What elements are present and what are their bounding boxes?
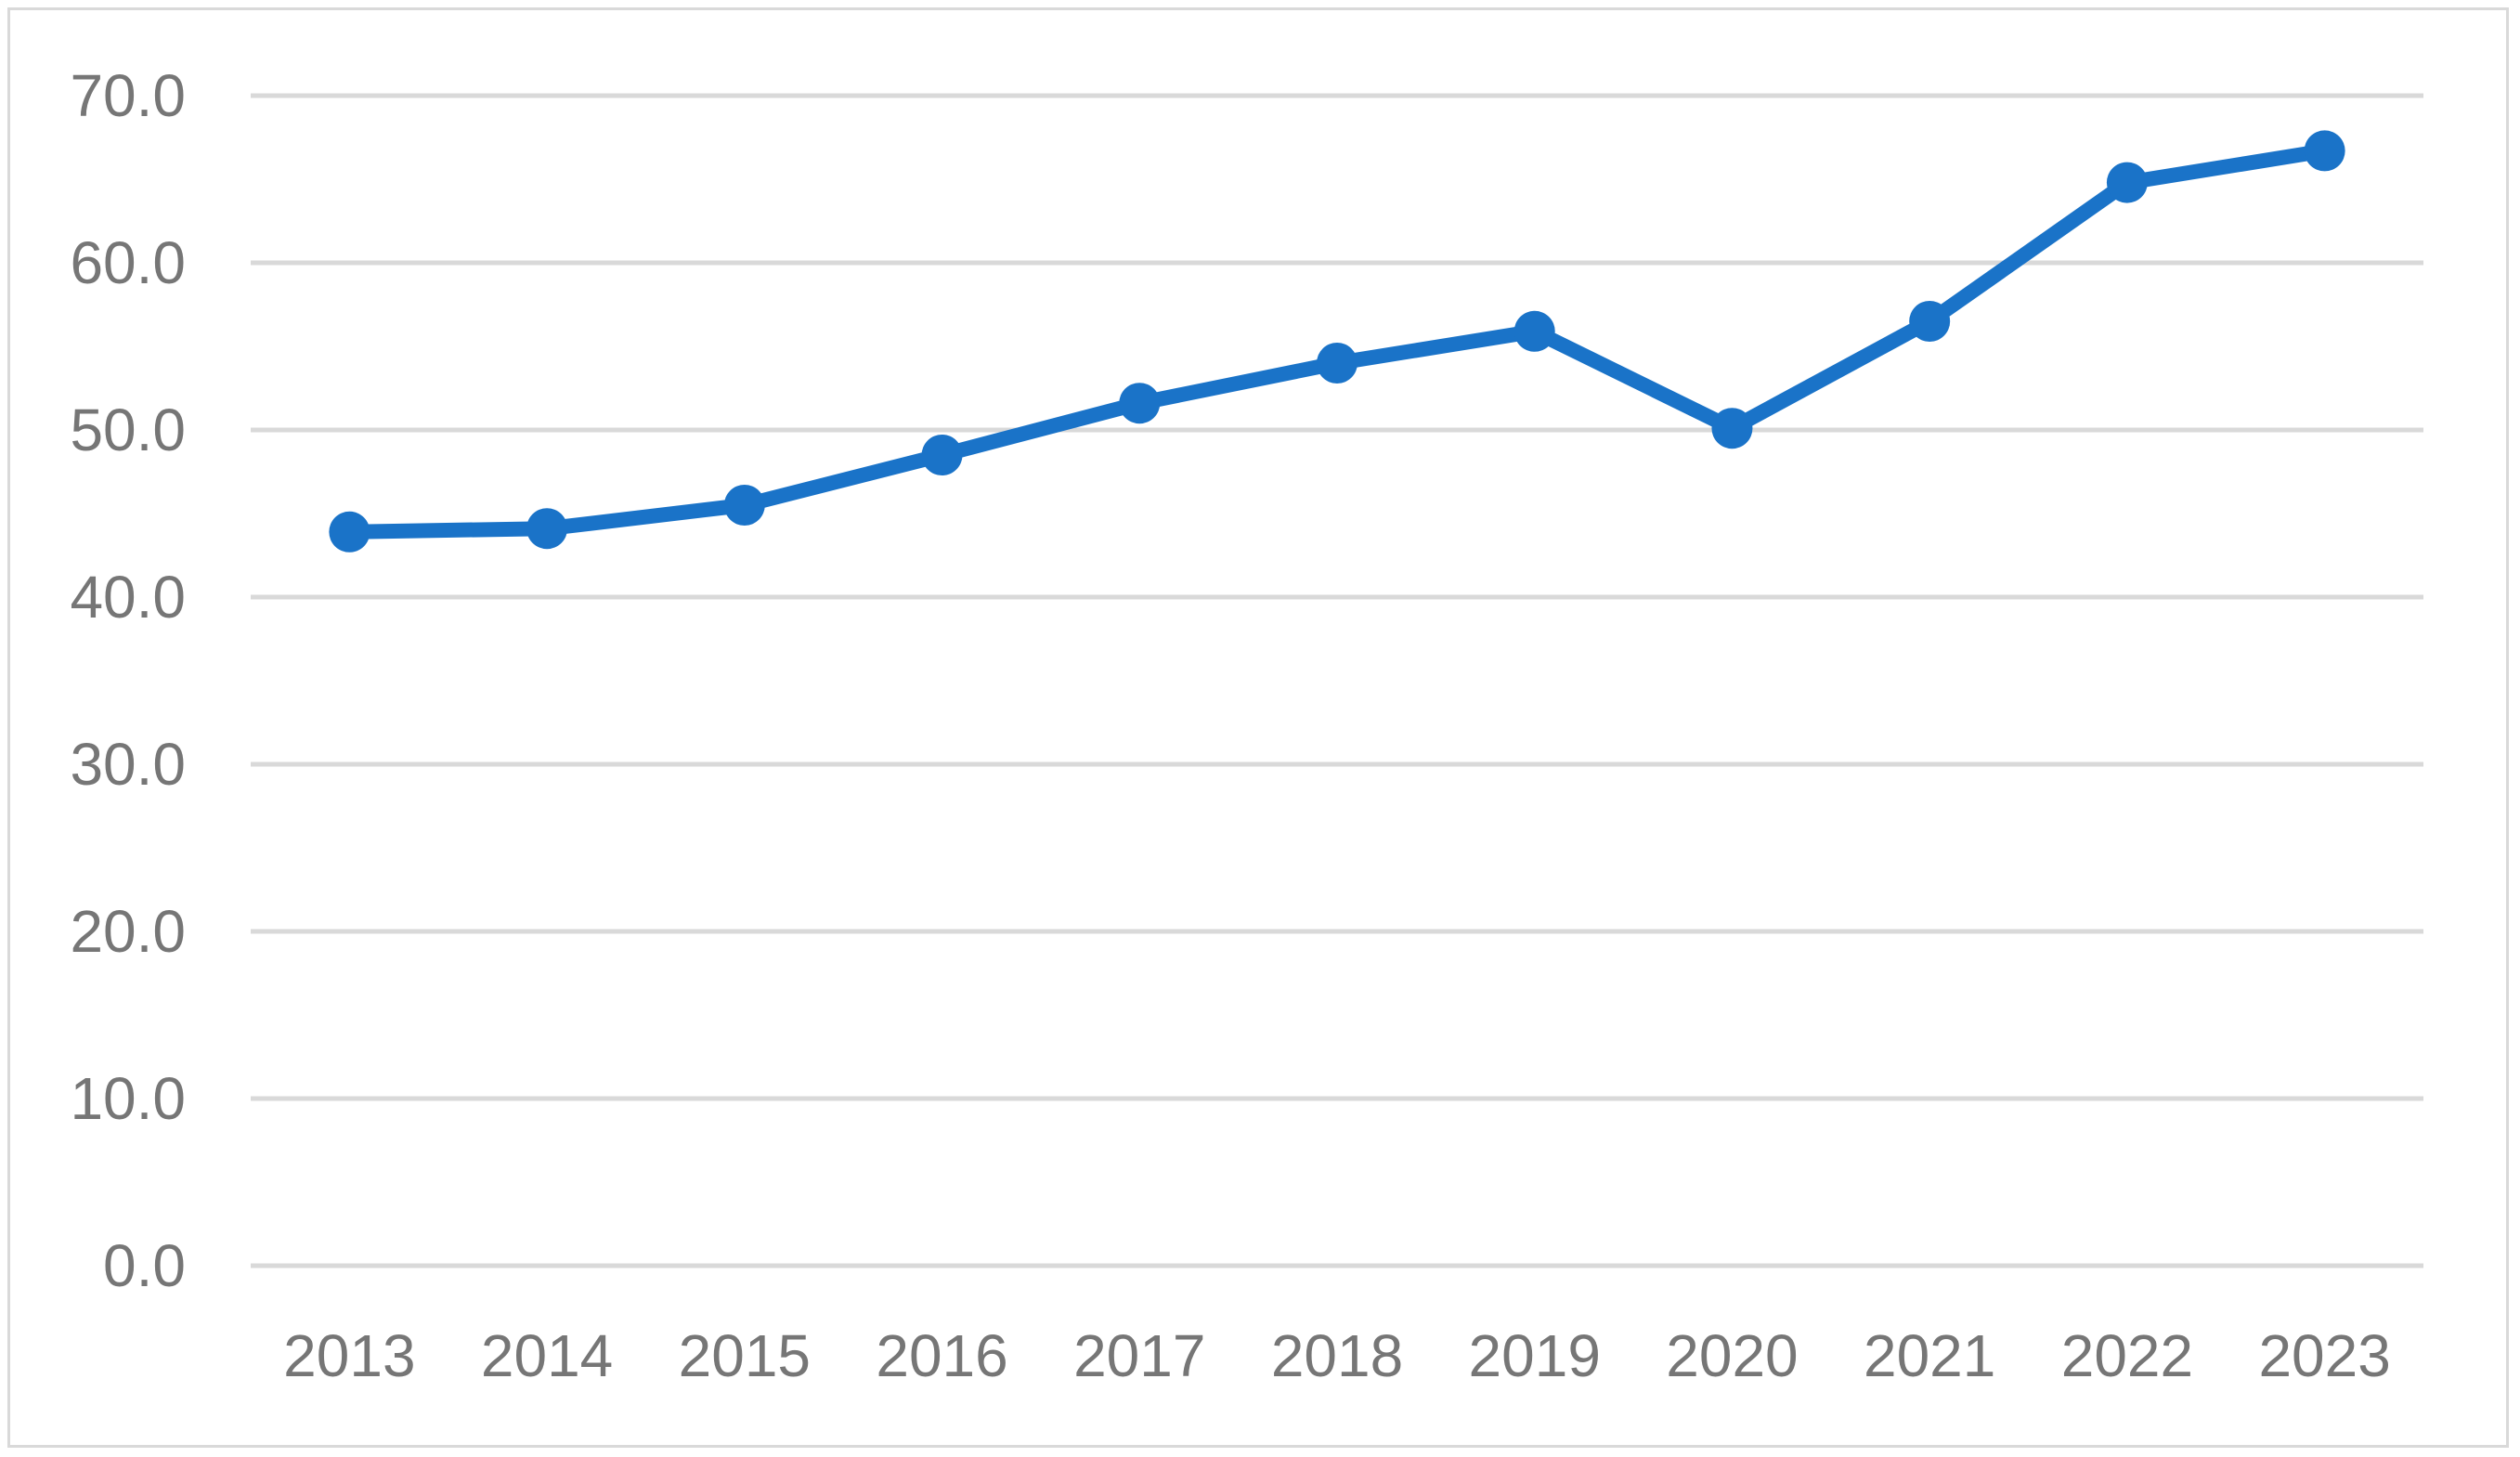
x-tick-label: 2021	[1864, 1322, 1995, 1389]
y-tick-label: 20.0	[70, 898, 186, 965]
x-tick-label: 2017	[1073, 1322, 1205, 1389]
x-tick-label: 2022	[2061, 1322, 2193, 1389]
y-axis-tick-labels: 0.0 10.0 20.0 30.0 40.0 50.0 60.0 70.0	[70, 62, 186, 1299]
data-point	[2106, 162, 2148, 203]
x-tick-label: 2019	[1469, 1322, 1601, 1389]
y-tick-label: 60.0	[70, 229, 186, 296]
x-tick-label: 2013	[283, 1322, 415, 1389]
y-tick-label: 40.0	[70, 564, 186, 631]
y-tick-label: 10.0	[70, 1065, 186, 1132]
x-tick-label: 2023	[2258, 1322, 2390, 1389]
data-point	[1317, 343, 1357, 384]
y-tick-label: 50.0	[70, 397, 186, 463]
x-tick-label: 2016	[876, 1322, 1007, 1389]
data-point	[723, 485, 765, 526]
x-tick-label: 2020	[1666, 1322, 1798, 1389]
series-line	[342, 143, 2332, 540]
gridlines	[251, 93, 2423, 1268]
x-axis-tick-labels: 2013 2014 2015 2016 2017 2018 2019 2020 2021 2022…	[283, 1322, 2391, 1389]
y-tick-label: 30.0	[70, 731, 186, 798]
data-point	[921, 435, 963, 475]
y-tick-label: 0.0	[103, 1232, 186, 1299]
data-point	[329, 511, 370, 553]
data-point	[526, 508, 568, 550]
x-tick-label: 2018	[1271, 1322, 1403, 1389]
data-point	[1711, 408, 1753, 449]
data-point	[1119, 383, 1161, 424]
series-line-layer	[342, 143, 2332, 540]
x-tick-label: 2014	[481, 1322, 613, 1389]
y-tick-label: 70.0	[70, 62, 186, 129]
x-tick-label: 2015	[679, 1322, 811, 1389]
chart-frame	[7, 7, 2509, 1448]
data-point	[1909, 301, 1951, 342]
data-point	[2304, 130, 2345, 172]
data-point	[1513, 310, 1555, 352]
series-points	[329, 130, 2345, 553]
